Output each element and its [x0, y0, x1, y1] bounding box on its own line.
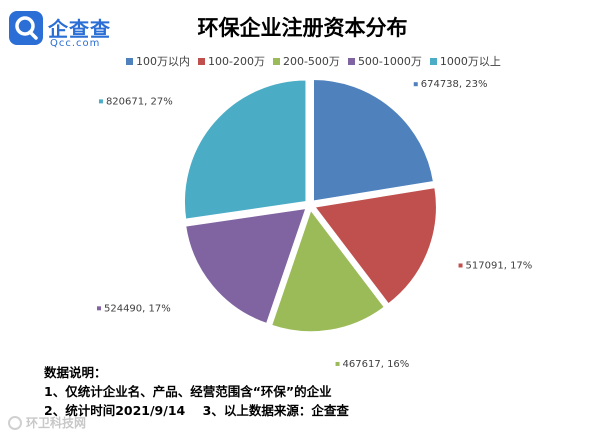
legend-item: 500-1000万	[347, 53, 422, 69]
logo-name: 企查查	[48, 17, 111, 41]
legend-item: 100万以内	[126, 53, 190, 69]
data-label-text: 467617, 16%	[343, 359, 410, 370]
legend-item: 1000万以上	[429, 53, 501, 69]
watermark-icon	[8, 415, 22, 430]
notes-line-1: 1、仅统计企业名、产品、经营范围含“环保”的企业	[44, 384, 332, 399]
data-label-marker	[335, 361, 340, 366]
pie-slice	[183, 78, 307, 221]
chart-title: 环保企业注册资本分布	[197, 16, 408, 40]
data-label-marker	[98, 99, 103, 104]
data-label: 820671, 27%	[98, 96, 173, 107]
data-label-text: 674738, 23%	[421, 79, 488, 90]
legend-swatch	[198, 57, 205, 65]
data-label: 674738, 23%	[413, 79, 488, 90]
legend-label: 100-200万	[208, 55, 265, 68]
chart-legend: 100万以内 100-200万 200-500万 500-1000万 1000万以上	[126, 53, 501, 69]
legend-label: 500-1000万	[357, 55, 422, 68]
legend-label: 200-500万	[282, 55, 340, 68]
legend-swatch	[347, 57, 355, 65]
data-label: 524490, 17%	[96, 303, 171, 314]
pie-slice	[270, 208, 386, 333]
data-label-text: 517091, 17%	[466, 260, 533, 271]
watermark: 环卫科技网	[8, 414, 86, 431]
legend-item: 100-200万	[198, 53, 265, 69]
data-notes: 数据说明： 1、仅统计企业名、产品、经营范围含“环保”的企业 2、统计时间202…	[44, 363, 349, 420]
pie-slice	[313, 186, 438, 306]
logo-domain: Qcc.com	[50, 38, 101, 49]
data-label-marker	[413, 82, 418, 87]
legend-swatch	[429, 57, 437, 65]
legend-swatch	[126, 57, 133, 65]
data-label-text: 820671, 27%	[106, 96, 173, 107]
qcc-logo: 企查查 Qcc.com	[8, 10, 128, 54]
legend-item: 200-500万	[272, 53, 340, 69]
notes-heading: 数据说明：	[44, 365, 107, 380]
data-label-marker	[96, 306, 101, 311]
data-label-marker	[458, 263, 463, 268]
pie-slice	[312, 78, 435, 203]
data-label: 467617, 16%	[335, 359, 410, 370]
magnifier-logo-icon	[9, 11, 43, 45]
legend-label: 1000万以上	[439, 55, 501, 68]
notes-line-2: 2、统计时间2021/9/14 3、以上数据来源：企查查	[44, 403, 349, 418]
data-label: 517091, 17%	[458, 260, 533, 271]
legend-swatch	[272, 57, 280, 65]
legend-label: 100万以内	[136, 55, 190, 68]
pie-slice	[184, 207, 308, 325]
data-label-text: 524490, 17%	[104, 303, 171, 314]
watermark-text: 环卫科技网	[26, 416, 87, 430]
